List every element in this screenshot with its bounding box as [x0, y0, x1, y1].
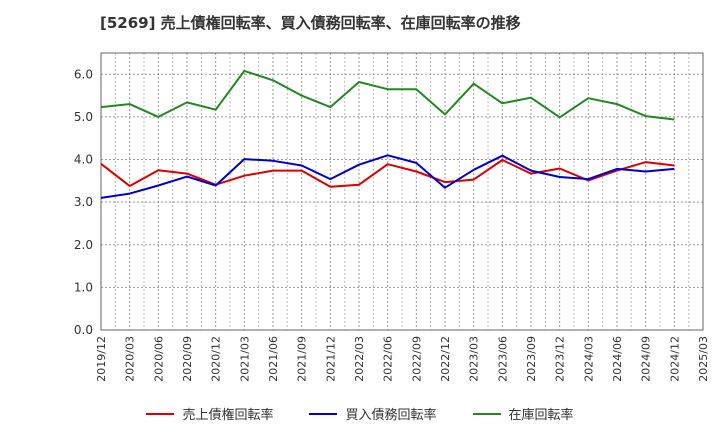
plot-frame	[100, 52, 704, 331]
x-tick-label: 2023/03	[468, 336, 481, 382]
y-tick-label: 3.0	[74, 195, 93, 209]
x-tick-label: 2021/03	[238, 336, 251, 382]
x-tick-label: 2024/09	[640, 336, 653, 382]
x-tick-label: 2024/03	[582, 336, 595, 382]
y-tick-label: 0.0	[74, 323, 93, 337]
y-tick-label: 1.0	[74, 280, 93, 294]
x-tick-label: 2020/03	[124, 336, 137, 382]
legend-label-inventory: 在庫回転率	[508, 408, 574, 423]
legend-item-payables: 買入債務回転率	[309, 404, 437, 423]
legend-label-payables: 買入債務回転率	[345, 408, 437, 423]
x-tick-label: 2021/12	[324, 336, 337, 382]
y-tick-label: 6.0	[74, 67, 93, 81]
plot-background	[101, 53, 703, 330]
x-tick-label: 2021/09	[296, 336, 309, 382]
x-tick-label: 2020/06	[152, 336, 165, 382]
axis-layer: 0.0 1.0 2.0 3.0 4.0 5.0 6.0 2019/12 2020/03 2020/…	[74, 52, 710, 382]
y-tick-label: 4.0	[74, 153, 93, 167]
x-tick-label: 2024/06	[611, 336, 624, 382]
series-layer	[100, 69, 675, 199]
x-tick-label: 2021/06	[267, 336, 280, 382]
x-tick-label: 2024/12	[668, 336, 681, 382]
x-tick-label: 2020/12	[210, 336, 223, 382]
x-tick-label: 2020/09	[181, 336, 194, 382]
legend-swatch-receivables	[146, 412, 175, 415]
chart-title: [5269] 売上債権回転率、買入債務回転率、在庫回転率の推移	[100, 14, 521, 32]
x-tick-label: 2019/12	[95, 336, 108, 382]
y-tick-label: 2.0	[74, 238, 93, 252]
legend-item-inventory: 在庫回転率	[472, 404, 574, 423]
legend-swatch-inventory	[472, 412, 501, 415]
legend-swatch-payables	[309, 412, 338, 415]
legend-label-receivables: 売上債権回転率	[182, 408, 274, 423]
x-tick-label: 2022/12	[439, 336, 452, 382]
x-tick-label: 2023/09	[525, 336, 538, 382]
legend: 売上債権回転率 買入債務回転率 在庫回転率	[0, 404, 720, 423]
y-tick-label: 5.0	[74, 110, 93, 124]
x-tick-label: 2023/12	[554, 336, 567, 382]
x-tick-label: 2022/06	[382, 336, 395, 382]
legend-item-receivables: 売上債権回転率	[146, 404, 273, 423]
grid-layer	[100, 53, 704, 331]
x-tick-label: 2023/06	[496, 336, 509, 382]
x-tick-label: 2022/03	[353, 336, 366, 382]
x-tick-label: 2022/09	[410, 336, 423, 382]
x-tick-label: 2025/03	[697, 336, 710, 382]
